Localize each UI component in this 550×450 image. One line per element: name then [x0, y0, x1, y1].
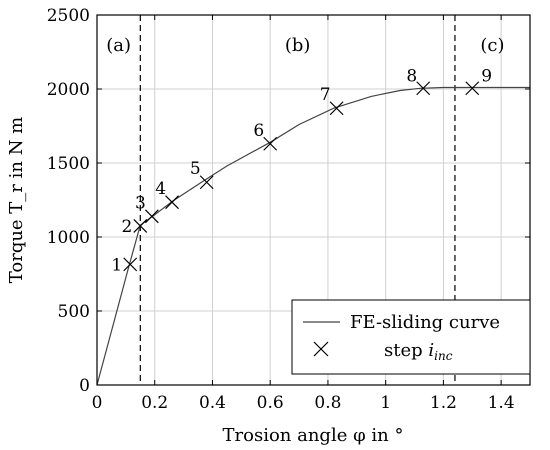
step-marker-label: 1 [111, 255, 122, 275]
step-marker-stroke [165, 195, 179, 210]
x-axis-label: Trosion angle φ in ° [223, 425, 404, 446]
step-marker [144, 209, 159, 224]
y-axis-label: Torque T_r in N m [6, 117, 27, 283]
step-marker-label: 2 [121, 217, 132, 237]
step-marker-label: 6 [253, 121, 264, 141]
region-boundaries: (a) (b) (c) [106, 15, 505, 385]
plot-frame [96, 14, 531, 386]
step-marker-stroke [133, 218, 148, 233]
step-marker-stroke [465, 81, 480, 96]
step-marker-stroke [199, 175, 214, 190]
x-tick-label: 1.2 [430, 393, 457, 413]
step-markers: 1 234 5 6 7 8 9 [111, 66, 492, 275]
x-tick-label: 0.4 [199, 393, 226, 413]
step-marker-stroke [329, 101, 344, 116]
legend-x-marker-icon [313, 341, 329, 357]
step-marker-stroke [263, 136, 278, 151]
step-marker-stroke [123, 257, 138, 272]
region-label: (c) [480, 35, 504, 56]
step-marker-label: 8 [406, 66, 417, 86]
x-tick-label: 1 [380, 393, 391, 413]
y-tick-label: 2500 [47, 6, 90, 26]
step-marker [133, 218, 148, 233]
y-tick-label: 1000 [47, 228, 90, 248]
y-tick-label: 1500 [47, 154, 90, 174]
x-tick-label: 0 [92, 393, 103, 413]
step-marker [263, 136, 278, 151]
step-marker-stroke [144, 209, 159, 224]
legend: FE-sliding curve step iinc [291, 299, 531, 375]
legend-label-fe-sliding-curve: FE-sliding curve [350, 312, 500, 333]
step-marker-stroke [416, 81, 431, 96]
x-tick-label: 0.6 [257, 393, 284, 413]
y-tick-label: 2000 [47, 80, 90, 100]
step-marker [123, 257, 138, 272]
axis-ticks: 0 0.2 0.4 0.6 0.8 1 1.2 1.4 0 500 1000 1500 2000 2500 [47, 6, 530, 413]
y-tick-label: 500 [58, 302, 90, 322]
step-marker [329, 101, 344, 116]
step-marker [416, 81, 431, 96]
x-tick-label: 0.8 [314, 393, 341, 413]
y-tick-label: 0 [79, 376, 90, 396]
step-marker [199, 175, 214, 190]
step-marker-label: 5 [190, 159, 201, 179]
step-marker-label: 9 [481, 66, 492, 86]
step-marker [165, 195, 179, 210]
step-marker-label: 4 [155, 179, 166, 199]
step-marker-label: 7 [320, 85, 331, 105]
x-tick-label: 1.4 [488, 393, 515, 413]
legend-box [291, 299, 531, 375]
step-marker-label: 3 [135, 193, 146, 213]
step-marker [465, 81, 480, 96]
region-label: (a) [106, 35, 131, 56]
region-label: (b) [285, 35, 311, 56]
x-tick-label: 0.2 [141, 393, 168, 413]
